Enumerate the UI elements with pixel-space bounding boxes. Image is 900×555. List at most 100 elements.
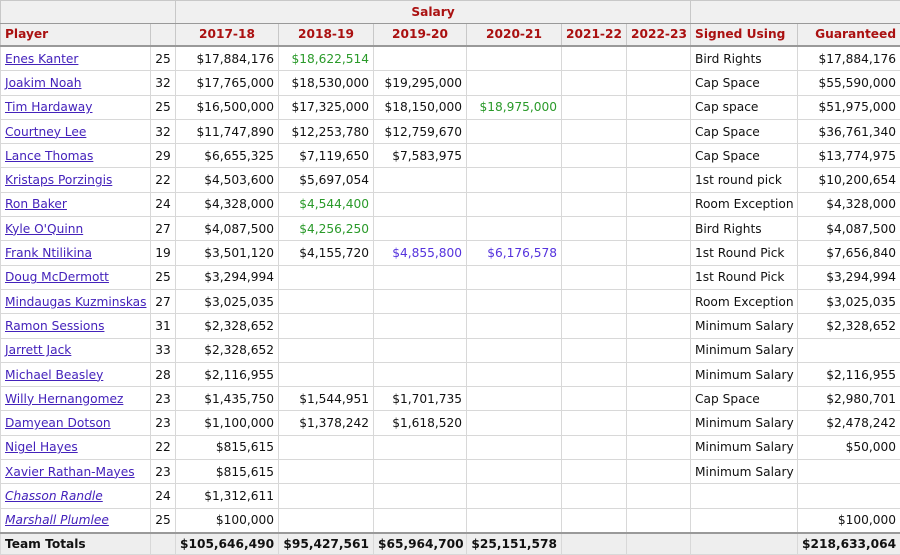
salary-cell-2019-20 xyxy=(374,168,467,192)
player-link[interactable]: Lance Thomas xyxy=(5,149,93,163)
column-header-signed-using[interactable]: Signed Using xyxy=(691,23,798,46)
salary-cell-2019-20: $12,759,670 xyxy=(374,119,467,143)
player-link[interactable]: Willy Hernangomez xyxy=(5,392,123,406)
salary-cell-2022-23 xyxy=(627,484,691,508)
salary-cell-2017-18: $815,615 xyxy=(176,435,279,459)
player-link[interactable]: Xavier Rathan-Mayes xyxy=(5,465,135,479)
guaranteed-cell: $51,975,000 xyxy=(798,95,900,119)
column-header-2017-18[interactable]: 2017-18 xyxy=(176,23,279,46)
salary-cell-2022-23 xyxy=(627,362,691,386)
salary-cell-2018-19 xyxy=(279,265,374,289)
salary-cell-2021-22 xyxy=(562,71,627,95)
salary-cell-2018-19: $4,155,720 xyxy=(279,241,374,265)
player-link[interactable]: Michael Beasley xyxy=(5,368,103,382)
age-cell: 24 xyxy=(151,484,176,508)
salary-cell-2021-22 xyxy=(562,217,627,241)
age-cell: 25 xyxy=(151,265,176,289)
player-link[interactable]: Kyle O'Quinn xyxy=(5,222,83,236)
player-link[interactable]: Frank Ntilikina xyxy=(5,246,92,260)
signed-using-cell: Minimum Salary xyxy=(691,362,798,386)
player-link[interactable]: Ron Baker xyxy=(5,197,67,211)
salary-cell-2019-20 xyxy=(374,362,467,386)
player-link[interactable]: Ramon Sessions xyxy=(5,319,104,333)
totals-label: Team Totals xyxy=(1,533,151,555)
signed-using-cell: Minimum Salary xyxy=(691,411,798,435)
column-header-2022-23[interactable]: 2022-23 xyxy=(627,23,691,46)
salary-cell-2017-18: $3,501,120 xyxy=(176,241,279,265)
salary-cell-2019-20 xyxy=(374,46,467,71)
player-link[interactable]: Joakim Noah xyxy=(5,76,81,90)
salary-cell-2018-19: $18,530,000 xyxy=(279,71,374,95)
player-link[interactable]: Doug McDermott xyxy=(5,270,109,284)
salary-cell-2020-21 xyxy=(467,144,562,168)
salary-cell-2020-21 xyxy=(467,71,562,95)
column-header-player[interactable]: Player xyxy=(1,23,151,46)
salary-cell-2019-20 xyxy=(374,460,467,484)
player-link[interactable]: Enes Kanter xyxy=(5,52,78,66)
salary-cell-2019-20 xyxy=(374,338,467,362)
total-salary-2021-22 xyxy=(562,533,627,555)
player-link[interactable]: Chasson Randle xyxy=(5,489,103,503)
total-salary-2022-23 xyxy=(627,533,691,555)
salary-cell-2018-19 xyxy=(279,314,374,338)
guaranteed-cell xyxy=(798,460,900,484)
salary-cell-2017-18: $2,328,652 xyxy=(176,314,279,338)
salary-cell-2020-21 xyxy=(467,508,562,533)
salary-cell-2020-21 xyxy=(467,435,562,459)
salary-cell-2019-20 xyxy=(374,289,467,313)
salary-cell-2021-22 xyxy=(562,387,627,411)
column-header-2020-21[interactable]: 2020-21 xyxy=(467,23,562,46)
player-cell: Marshall Plumlee xyxy=(1,508,151,533)
player-link[interactable]: Tim Hardaway xyxy=(5,100,92,114)
salary-cell-2022-23 xyxy=(627,460,691,484)
salary-cell-2021-22 xyxy=(562,289,627,313)
salary-cell-2022-23 xyxy=(627,435,691,459)
salary-cell-2017-18: $3,294,994 xyxy=(176,265,279,289)
player-cell: Enes Kanter xyxy=(1,46,151,71)
player-link[interactable]: Damyean Dotson xyxy=(5,416,111,430)
salary-cell-2019-20 xyxy=(374,314,467,338)
guaranteed-cell: $4,328,000 xyxy=(798,192,900,216)
player-link[interactable]: Mindaugas Kuzminskas xyxy=(5,295,146,309)
player-cell: Ron Baker xyxy=(1,192,151,216)
salary-cell-2018-19 xyxy=(279,508,374,533)
player-link[interactable]: Jarrett Jack xyxy=(5,343,71,357)
guaranteed-cell xyxy=(798,484,900,508)
player-cell: Mindaugas Kuzminskas xyxy=(1,289,151,313)
player-link[interactable]: Marshall Plumlee xyxy=(5,513,109,527)
salary-cell-2019-20: $4,855,800 xyxy=(374,241,467,265)
salary-cell-2021-22 xyxy=(562,46,627,71)
player-cell: Willy Hernangomez xyxy=(1,387,151,411)
column-header-guaranteed[interactable]: Guaranteed xyxy=(798,23,900,46)
column-header-2021-22[interactable]: 2021-22 xyxy=(562,23,627,46)
salary-cell-2019-20: $1,618,520 xyxy=(374,411,467,435)
total-salary-2019-20: $65,964,700 xyxy=(374,533,467,555)
salary-cell-2019-20: $7,583,975 xyxy=(374,144,467,168)
salary-cell-2020-21 xyxy=(467,46,562,71)
salary-cell-2022-23 xyxy=(627,71,691,95)
player-cell: Jarrett Jack xyxy=(1,338,151,362)
salary-cell-2017-18: $11,747,890 xyxy=(176,119,279,143)
player-cell: Damyean Dotson xyxy=(1,411,151,435)
salary-cell-2021-22 xyxy=(562,241,627,265)
player-link[interactable]: Nigel Hayes xyxy=(5,440,78,454)
age-cell: 19 xyxy=(151,241,176,265)
column-header-age[interactable] xyxy=(151,23,176,46)
salary-cell-2020-21: $18,975,000 xyxy=(467,95,562,119)
salary-cell-2020-21 xyxy=(467,460,562,484)
player-link[interactable]: Courtney Lee xyxy=(5,125,86,139)
age-cell: 24 xyxy=(151,192,176,216)
player-cell: Tim Hardaway xyxy=(1,95,151,119)
guaranteed-cell: $13,774,975 xyxy=(798,144,900,168)
column-header-2019-20[interactable]: 2019-20 xyxy=(374,23,467,46)
player-link[interactable]: Kristaps Porzingis xyxy=(5,173,112,187)
column-header-2018-19[interactable]: 2018-19 xyxy=(279,23,374,46)
age-cell: 32 xyxy=(151,119,176,143)
salary-cell-2018-19: $12,253,780 xyxy=(279,119,374,143)
total-guaranteed: $218,633,064 xyxy=(798,533,900,555)
salary-cell-2022-23 xyxy=(627,411,691,435)
